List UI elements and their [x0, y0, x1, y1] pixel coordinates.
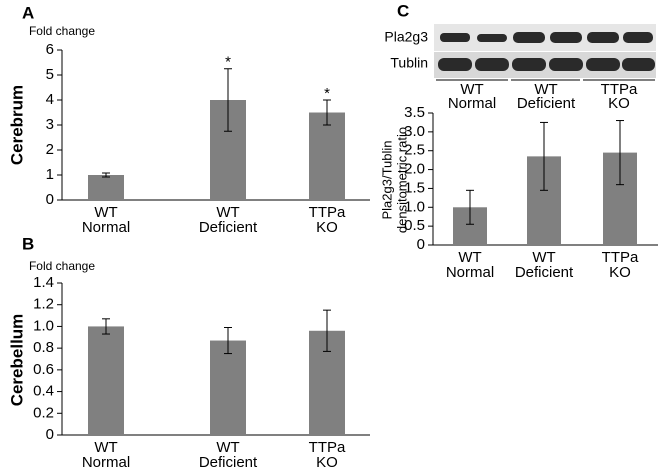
x-tick-label: Normal	[82, 454, 130, 471]
bar	[88, 175, 124, 200]
bar	[309, 112, 345, 200]
significance-marker: *	[324, 85, 330, 102]
blot-row-label: Tublin	[390, 55, 428, 71]
y-tick-label: 2.0	[404, 161, 425, 178]
x-tick-label: Deficient	[199, 454, 258, 471]
x-tick-label: WT	[458, 249, 481, 266]
blot-band	[587, 32, 619, 43]
panel-label: B	[22, 234, 34, 253]
blot-lane-label: WT	[460, 81, 483, 98]
blot-band	[475, 58, 509, 71]
x-tick-label: Normal	[446, 264, 494, 281]
y-tick-label: 3	[46, 116, 54, 133]
y-axis-label: Cerebellum	[7, 314, 26, 407]
blot-band	[549, 58, 583, 71]
blot-lane-label: Normal	[448, 95, 496, 112]
y-tick-label: 1.5	[404, 179, 425, 196]
x-tick-label: KO	[609, 264, 631, 281]
y-tick-label: 0.4	[33, 383, 54, 400]
blot-band	[477, 34, 507, 42]
x-tick-label: WT	[94, 204, 117, 221]
y-tick-label: 2.5	[404, 142, 425, 159]
blot-band	[438, 58, 472, 71]
panel-label: C	[397, 1, 409, 20]
y-tick-label: 3.0	[404, 123, 425, 140]
y-tick-label: 1.0	[33, 317, 54, 334]
y-tick-label: 0	[46, 426, 54, 443]
y-tick-label: 6	[46, 41, 54, 58]
x-tick-label: Deficient	[515, 264, 574, 281]
y-axis-label: Pla2g3/Tublin	[379, 140, 394, 219]
blot-image	[434, 24, 656, 81]
y-tick-label: 5	[46, 66, 54, 83]
blot-band	[622, 58, 655, 71]
x-tick-label: KO	[316, 454, 338, 471]
y-tick-label: 0.2	[33, 404, 54, 421]
blot-row-label: Pla2g3	[384, 29, 428, 45]
blot-band	[513, 32, 545, 43]
blot-band	[623, 32, 653, 43]
x-tick-label: Deficient	[199, 219, 258, 236]
y-tick-label: 0.5	[404, 217, 425, 234]
x-tick-label: TTPa	[309, 204, 346, 221]
blot-band	[550, 32, 582, 43]
y-tick-label: 0.6	[33, 361, 54, 378]
x-tick-label: KO	[316, 219, 338, 236]
y-tick-label: 0	[417, 236, 425, 253]
blot-band	[512, 58, 546, 71]
y-tick-label: 0.8	[33, 339, 54, 356]
x-tick-label: TTPa	[602, 249, 639, 266]
y-axis-label: Cerebrum	[7, 85, 26, 165]
bar	[88, 326, 124, 435]
y-tick-label: 1.0	[404, 198, 425, 215]
blot-lane-label: KO	[608, 95, 630, 112]
x-tick-label: Normal	[82, 219, 130, 236]
y-tick-label: 0	[46, 191, 54, 208]
y-tick-label: 4	[46, 91, 54, 108]
x-tick-label: WT	[532, 249, 555, 266]
blot-lane-label: WT	[534, 81, 557, 98]
x-tick-label: WT	[216, 439, 239, 456]
y-tick-label: 1.2	[33, 296, 54, 313]
x-tick-label: WT	[216, 204, 239, 221]
x-tick-label: WT	[94, 439, 117, 456]
bar	[210, 340, 246, 435]
blot-lane-label: TTPa	[601, 81, 638, 98]
blot-band	[440, 33, 470, 42]
x-tick-label: TTPa	[309, 439, 346, 456]
significance-marker: *	[225, 54, 231, 71]
y-axis-title: Fold change	[29, 259, 95, 273]
panel-label: A	[22, 3, 34, 22]
y-axis-title: Fold change	[29, 24, 95, 38]
y-tick-label: 1.4	[33, 274, 54, 291]
blot-lane-label: Deficient	[517, 95, 576, 112]
y-axis-label: densitometric ratio	[394, 127, 409, 233]
y-tick-label: 2	[46, 141, 54, 158]
blot-band	[586, 58, 620, 71]
y-tick-label: 1	[46, 166, 54, 183]
y-tick-label: 3.5	[404, 104, 425, 121]
